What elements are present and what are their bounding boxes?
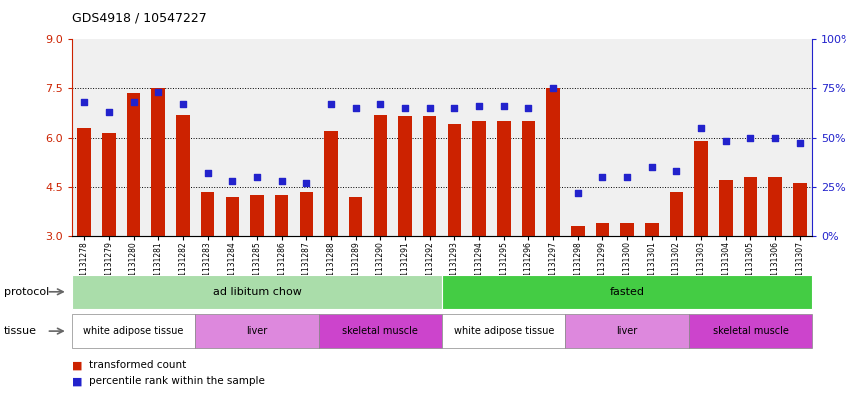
- Text: ad libitum chow: ad libitum chow: [212, 287, 301, 297]
- Bar: [127, 94, 140, 236]
- Bar: [201, 192, 214, 236]
- Bar: [195, 314, 319, 348]
- Text: ■: ■: [72, 376, 82, 386]
- Point: [374, 101, 387, 107]
- Bar: [793, 184, 806, 236]
- Bar: [324, 131, 338, 236]
- Bar: [299, 192, 313, 236]
- Bar: [522, 121, 536, 236]
- Text: white adipose tissue: white adipose tissue: [84, 326, 184, 336]
- Point: [250, 174, 264, 180]
- Bar: [547, 88, 560, 236]
- Bar: [442, 314, 565, 348]
- Text: white adipose tissue: white adipose tissue: [453, 326, 554, 336]
- Text: liver: liver: [246, 326, 267, 336]
- Text: skeletal muscle: skeletal muscle: [343, 326, 418, 336]
- Bar: [398, 116, 412, 236]
- Point: [472, 103, 486, 109]
- Text: tissue: tissue: [4, 326, 37, 336]
- Point: [324, 101, 338, 107]
- Point: [793, 140, 806, 147]
- Point: [522, 105, 536, 111]
- Bar: [250, 195, 264, 236]
- Bar: [102, 133, 116, 236]
- Text: GDS4918 / 10547227: GDS4918 / 10547227: [72, 12, 206, 25]
- Text: protocol: protocol: [4, 287, 49, 297]
- Bar: [565, 314, 689, 348]
- Point: [398, 105, 412, 111]
- Point: [176, 101, 190, 107]
- Point: [127, 99, 140, 105]
- Bar: [151, 88, 165, 236]
- Bar: [620, 223, 634, 236]
- Bar: [472, 121, 486, 236]
- Point: [151, 89, 165, 95]
- Text: percentile rank within the sample: percentile rank within the sample: [89, 376, 265, 386]
- Point: [768, 134, 782, 141]
- Bar: [497, 121, 510, 236]
- Point: [620, 174, 634, 180]
- Bar: [275, 195, 288, 236]
- Point: [299, 180, 313, 186]
- Bar: [744, 177, 757, 236]
- Bar: [226, 196, 239, 236]
- Bar: [374, 115, 387, 236]
- Point: [275, 178, 288, 184]
- Bar: [78, 128, 91, 236]
- Bar: [689, 314, 812, 348]
- Text: ■: ■: [72, 360, 82, 371]
- Text: skeletal muscle: skeletal muscle: [712, 326, 788, 336]
- Point: [695, 125, 708, 131]
- Bar: [695, 141, 708, 236]
- Point: [78, 99, 91, 105]
- Point: [596, 174, 609, 180]
- Point: [349, 105, 362, 111]
- Point: [670, 168, 684, 174]
- Point: [226, 178, 239, 184]
- Bar: [768, 177, 782, 236]
- Point: [448, 105, 461, 111]
- Bar: [72, 314, 195, 348]
- Text: transformed count: transformed count: [89, 360, 186, 371]
- Bar: [571, 226, 585, 236]
- Point: [423, 105, 437, 111]
- Point: [547, 85, 560, 92]
- Bar: [596, 223, 609, 236]
- Bar: [719, 180, 733, 236]
- Point: [645, 164, 658, 170]
- Point: [201, 170, 214, 176]
- Point: [497, 103, 510, 109]
- Bar: [349, 196, 362, 236]
- Bar: [423, 116, 437, 236]
- Bar: [72, 275, 442, 309]
- Bar: [319, 314, 442, 348]
- Text: fasted: fasted: [610, 287, 645, 297]
- Point: [571, 189, 585, 196]
- Bar: [442, 275, 812, 309]
- Bar: [176, 115, 190, 236]
- Bar: [645, 223, 658, 236]
- Point: [719, 138, 733, 145]
- Point: [744, 134, 757, 141]
- Bar: [670, 192, 684, 236]
- Bar: [448, 125, 461, 236]
- Point: [102, 109, 116, 115]
- Text: liver: liver: [617, 326, 638, 336]
